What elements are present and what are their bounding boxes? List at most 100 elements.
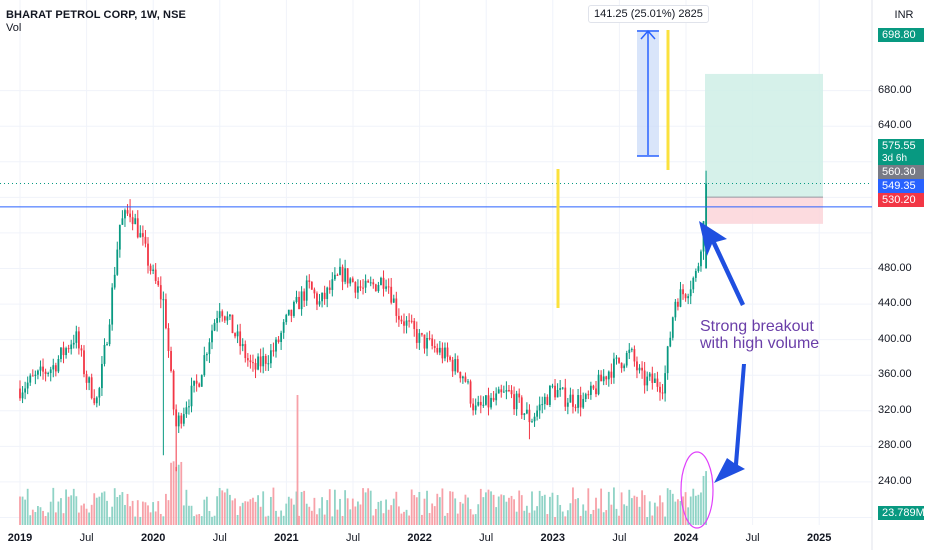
candle-body [252, 362, 254, 364]
candle-body [234, 333, 236, 337]
candle-body [308, 280, 311, 282]
candle-body [700, 251, 702, 267]
volume-bar [54, 512, 57, 525]
volume-bar [410, 489, 413, 525]
arrow-down-left [714, 364, 746, 483]
volume-bar [308, 506, 311, 525]
candle-body [689, 289, 692, 297]
candle-body [136, 218, 139, 238]
volume-bar [441, 488, 444, 525]
volume-bar [19, 496, 21, 525]
candle-body [165, 299, 167, 329]
volume-bar [326, 500, 329, 525]
candle-body [54, 365, 57, 372]
countdown-tag: 3d 6h [878, 152, 924, 166]
candle-body [589, 385, 592, 395]
volume-bar [426, 490, 428, 525]
volume-bar [561, 511, 564, 525]
candle-body [623, 365, 626, 369]
volume-bar [303, 490, 306, 525]
volume-bar [694, 495, 697, 525]
arrow-up-left [699, 221, 745, 306]
candle-body [641, 367, 643, 371]
candle-body [536, 410, 539, 417]
volume-bar [131, 500, 134, 525]
volume-bar [339, 498, 341, 525]
candle-body [198, 383, 201, 387]
volume-bar [666, 488, 669, 525]
candle-body [459, 371, 462, 379]
candle-body [554, 385, 556, 398]
volume-bar [351, 498, 354, 525]
volume-bar [623, 504, 626, 525]
candle-body [326, 287, 329, 299]
volume-bar [648, 501, 651, 525]
candle-body [630, 349, 633, 351]
candle-body [249, 360, 252, 363]
volume-bar [318, 508, 321, 525]
candle-body [180, 415, 183, 424]
candle-body [510, 390, 513, 395]
candle-body [518, 393, 521, 398]
volume-bar [269, 496, 272, 525]
candle-body [139, 233, 142, 238]
candle-body [369, 282, 372, 284]
candle-body [172, 370, 175, 410]
volume-bar [482, 497, 485, 525]
candle-body [543, 396, 546, 405]
candle-body [90, 377, 93, 399]
volume-bar [464, 494, 467, 525]
target-price-tag: 698.80 [878, 28, 924, 42]
candle-body [357, 286, 359, 293]
candle-body [438, 347, 441, 353]
candle-body [449, 356, 451, 360]
volume-bar [415, 497, 418, 525]
time-tick-label: Jul [479, 532, 494, 544]
candle-body [582, 398, 585, 408]
candle-body [323, 292, 326, 299]
volume-bar [556, 495, 559, 525]
volume-bar [211, 516, 213, 525]
volume-bar [321, 497, 323, 525]
drawings[interactable] [0, 29, 872, 529]
volume-bar [444, 515, 446, 525]
volume-bar [77, 512, 80, 525]
price-tick-label: 400.00 [878, 332, 912, 345]
volume-bar [523, 510, 526, 525]
price-tick-label: 480.00 [878, 261, 912, 274]
candle-body [141, 233, 144, 237]
currency-label[interactable]: INR [894, 9, 914, 21]
volume-bar [564, 516, 567, 525]
annotation-line-2: with high volume [700, 335, 820, 352]
candle-body [638, 367, 641, 371]
volume-bar [234, 498, 236, 525]
candle-body [300, 291, 303, 310]
volume-bar [223, 492, 226, 525]
candle-body [444, 347, 446, 359]
volume-bar [344, 490, 347, 525]
candles [19, 170, 707, 472]
candle-body [177, 415, 180, 427]
volume-bar [428, 513, 431, 525]
candle-body [418, 333, 421, 343]
time-tick-label: Jul [79, 532, 94, 544]
position-tool[interactable] [705, 73, 823, 224]
candle-body [72, 342, 75, 345]
volume-bar [605, 510, 608, 525]
volume-bar [497, 496, 500, 525]
volume-bar [492, 494, 495, 525]
candle-body [646, 376, 649, 386]
candle-body [154, 269, 157, 281]
candle-body [83, 350, 85, 375]
candle-body [671, 317, 674, 338]
candle-body [70, 344, 73, 350]
volume-bar [165, 493, 167, 525]
volume-bar [554, 516, 556, 525]
candle-body [636, 361, 638, 371]
candle-body [147, 243, 149, 266]
volume-bar [479, 488, 482, 525]
volume-bar [346, 498, 349, 525]
volume-bar [525, 505, 528, 525]
candle-body [595, 388, 597, 395]
